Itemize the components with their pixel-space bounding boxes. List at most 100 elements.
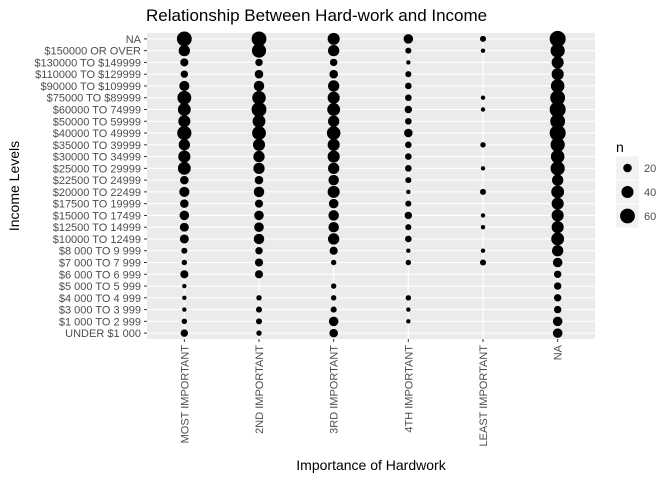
data-point bbox=[550, 90, 566, 106]
data-point bbox=[553, 270, 562, 278]
data-point bbox=[480, 224, 486, 230]
data-point bbox=[405, 141, 412, 149]
data-point bbox=[180, 175, 189, 185]
data-point bbox=[550, 43, 565, 58]
data-point bbox=[479, 35, 487, 42]
data-point bbox=[252, 114, 266, 128]
data-point bbox=[328, 174, 339, 186]
data-point bbox=[552, 328, 563, 338]
data-point bbox=[182, 283, 187, 289]
data-point bbox=[327, 103, 341, 116]
data-point bbox=[552, 257, 563, 268]
data-point bbox=[405, 82, 412, 90]
data-point bbox=[256, 295, 262, 301]
data-point bbox=[326, 126, 341, 140]
data-point bbox=[330, 259, 337, 266]
data-point bbox=[406, 248, 411, 253]
x-tick-label: 2ND IMPORTANT bbox=[254, 345, 266, 434]
data-point bbox=[328, 233, 340, 245]
data-point bbox=[179, 222, 189, 232]
data-point bbox=[328, 162, 340, 175]
y-tick-label: $6 000 TO 6 999 bbox=[59, 269, 141, 281]
x-tick-label: 3RD IMPORTANT bbox=[329, 345, 341, 434]
x-tick-label: NA bbox=[553, 344, 565, 360]
data-point bbox=[252, 90, 266, 105]
data-point bbox=[405, 94, 412, 102]
data-point bbox=[180, 270, 189, 279]
y-tick-label: $25000 TO 29999 bbox=[53, 163, 141, 175]
data-point bbox=[327, 91, 340, 104]
data-point bbox=[180, 329, 189, 337]
data-point bbox=[550, 113, 566, 129]
y-tick-label: $110000 TO $129999 bbox=[35, 69, 141, 81]
data-points bbox=[176, 30, 566, 338]
data-point bbox=[550, 137, 565, 152]
plot-panel bbox=[147, 33, 595, 339]
data-point bbox=[404, 211, 413, 220]
legend-symbol bbox=[621, 185, 634, 199]
data-point bbox=[480, 213, 486, 218]
data-point bbox=[251, 31, 267, 47]
data-point bbox=[178, 139, 190, 151]
data-point bbox=[552, 174, 564, 186]
data-point bbox=[329, 58, 338, 67]
data-point bbox=[328, 316, 339, 327]
data-point bbox=[178, 150, 191, 163]
data-point bbox=[253, 162, 265, 175]
data-point bbox=[480, 95, 486, 100]
data-point bbox=[549, 101, 566, 118]
data-point bbox=[480, 107, 486, 112]
x-axis-tick-labels: MOST IMPORTANT 2ND IMPORTANT 3RD IMPORTANT… bbox=[179, 339, 565, 446]
legend-symbol bbox=[620, 208, 635, 224]
y-tick-label: $90000 TO $109999 bbox=[40, 81, 141, 93]
data-point bbox=[327, 185, 340, 198]
data-point bbox=[549, 30, 566, 47]
data-point bbox=[182, 307, 187, 312]
data-point bbox=[480, 48, 486, 53]
data-point bbox=[551, 197, 564, 210]
y-tick-label: $20000 TO 22499 bbox=[53, 187, 141, 199]
data-point bbox=[180, 199, 189, 208]
y-tick-label: $3 000 TO 3 999 bbox=[59, 305, 141, 317]
data-point bbox=[251, 102, 267, 117]
data-point bbox=[179, 80, 190, 92]
data-point bbox=[254, 222, 264, 232]
data-point bbox=[254, 258, 264, 267]
data-point bbox=[406, 189, 411, 195]
data-point bbox=[177, 90, 192, 105]
data-point bbox=[405, 200, 412, 207]
data-point bbox=[328, 80, 340, 92]
y-tick-label: $8 000 TO 9 999 bbox=[59, 246, 141, 258]
data-point bbox=[552, 245, 564, 257]
data-point bbox=[405, 295, 412, 301]
data-point bbox=[253, 150, 265, 163]
data-point bbox=[179, 186, 190, 197]
x-tick-label: MOST IMPORTANT bbox=[179, 345, 191, 444]
size-legend: n 20 40 60 bbox=[616, 139, 656, 228]
y-axis-title: Income Levels bbox=[6, 141, 22, 231]
data-point bbox=[179, 210, 190, 221]
y-tick-label: $22500 TO 24999 bbox=[53, 175, 141, 187]
data-point bbox=[405, 117, 412, 125]
data-point bbox=[329, 328, 338, 338]
data-point bbox=[255, 247, 263, 255]
data-point bbox=[405, 165, 412, 172]
data-point bbox=[405, 235, 412, 243]
data-point bbox=[254, 210, 264, 221]
y-tick-label: NA bbox=[126, 34, 142, 46]
data-point bbox=[551, 232, 565, 246]
data-point bbox=[479, 259, 487, 266]
data-point bbox=[328, 210, 339, 221]
data-point bbox=[405, 71, 412, 78]
data-point bbox=[329, 69, 338, 79]
data-point bbox=[406, 60, 411, 65]
data-point bbox=[178, 44, 190, 57]
data-point bbox=[255, 58, 263, 67]
data-point bbox=[327, 150, 340, 163]
data-point bbox=[182, 295, 187, 301]
data-point bbox=[405, 224, 412, 231]
legend-label: 40 bbox=[644, 187, 656, 199]
y-tick-label: $12500 TO 14999 bbox=[53, 222, 141, 234]
data-point bbox=[406, 307, 411, 312]
